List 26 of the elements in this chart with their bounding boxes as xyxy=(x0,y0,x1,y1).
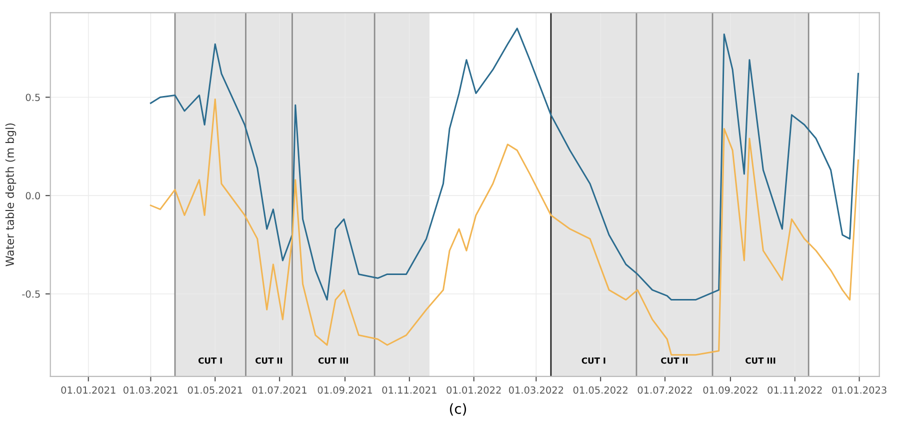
x-tick-label: 01.11.2021 xyxy=(382,386,436,394)
y-axis-title: Water table depth (m bgl) xyxy=(5,123,16,266)
line-series xyxy=(150,28,860,301)
annotation: CUT I xyxy=(582,357,606,364)
x-tick-label: 01.07.2022 xyxy=(638,386,692,394)
annotation: CUT II xyxy=(256,357,282,364)
y-tick-label: -0.5 xyxy=(22,290,40,298)
x-tick-label: 01.01.2023 xyxy=(832,386,886,394)
x-tick-label: 01.07.2021 xyxy=(252,386,306,394)
x-tick-label: 01.05.2021 xyxy=(188,386,242,394)
x-tick-label: 01.11.2022 xyxy=(768,386,822,394)
annotation: CUT I xyxy=(198,357,222,364)
annotation: CUT III xyxy=(746,357,776,364)
y-tick-label: 0.0 xyxy=(26,192,40,200)
line-series xyxy=(150,98,860,356)
x-tick-label: 01.09.2022 xyxy=(703,386,758,394)
x-tick-label: 01.05.2022 xyxy=(573,386,628,394)
text: (c) xyxy=(450,403,466,416)
y-tick-label: 0.5 xyxy=(26,94,40,102)
x-tick-label: 01.03.2021 xyxy=(124,386,178,394)
x-tick-label: 01.01.2021 xyxy=(61,386,116,394)
x-tick-label: 01.01.2022 xyxy=(446,386,501,394)
x-tick-label: 01.09.2021 xyxy=(318,386,372,394)
x-tick-label: 01.03.2022 xyxy=(508,386,564,394)
annotation: CUT II xyxy=(661,357,688,364)
annotation: CUT III xyxy=(318,357,348,364)
